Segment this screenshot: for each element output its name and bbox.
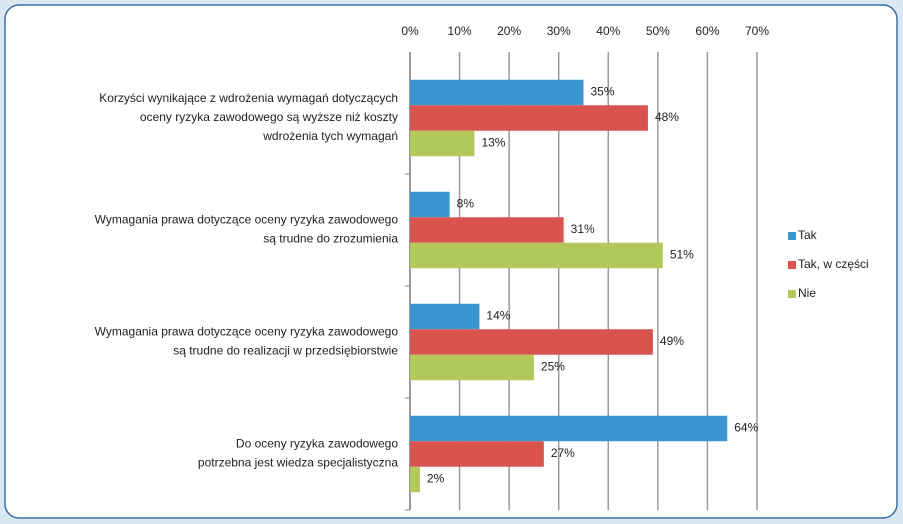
- category-label: Wymagania prawa dotyczące oceny ryzyka z…: [95, 213, 399, 227]
- category-label: są trudne do zrozumienia: [263, 232, 398, 246]
- value-label: 27%: [551, 446, 575, 460]
- x-tick-label: 0%: [401, 24, 419, 38]
- x-tick-label: 40%: [596, 24, 620, 38]
- bar: [410, 217, 564, 243]
- value-label: 2%: [427, 472, 445, 486]
- bar: [410, 105, 648, 131]
- x-tick-label: 70%: [745, 24, 769, 38]
- value-label: 25%: [541, 360, 565, 374]
- value-label: 35%: [591, 85, 615, 99]
- category-label: potrzebna jest wiedza specjalistyczna: [198, 456, 398, 470]
- value-label: 13%: [481, 136, 505, 150]
- bar: [410, 415, 728, 442]
- value-label: 31%: [571, 222, 595, 236]
- bar: [410, 130, 475, 157]
- x-tick-label: 50%: [646, 24, 670, 38]
- value-label: 64%: [734, 421, 758, 435]
- value-label: 14%: [486, 309, 510, 323]
- legend-label: Nie: [798, 286, 816, 300]
- x-tick-label: 30%: [547, 24, 571, 38]
- bar: [410, 242, 663, 269]
- bar: [410, 191, 450, 218]
- value-label: 49%: [660, 334, 684, 348]
- legend-swatch: [788, 290, 796, 298]
- value-label: 48%: [655, 110, 679, 124]
- bar: [410, 79, 584, 106]
- bar: [410, 303, 480, 330]
- bar: [410, 466, 420, 493]
- legend-label: Tak: [798, 228, 818, 242]
- category-label: oceny ryzyka zawodowego są wyższe niż ko…: [140, 110, 398, 124]
- category-label: Do oceny ryzyka zawodowego: [236, 437, 398, 451]
- category-label: Korzyści wynikające z wdrożenia wymagań …: [99, 91, 398, 105]
- x-tick-label: 10%: [448, 24, 472, 38]
- value-label: 51%: [670, 248, 694, 262]
- value-label: 8%: [457, 197, 475, 211]
- category-label: Wymagania prawa dotyczące oceny ryzyka z…: [95, 325, 399, 339]
- bar: [410, 354, 534, 381]
- bar: [410, 441, 544, 467]
- x-tick-label: 60%: [695, 24, 719, 38]
- legend-label: Tak, w części: [798, 257, 869, 271]
- legend-swatch: [788, 261, 796, 269]
- bar: [410, 329, 653, 355]
- category-label: wdrożenia tych wymagań: [262, 129, 398, 143]
- category-label: są trudne do realizacji w przedsiębiorst…: [173, 344, 398, 358]
- legend-swatch: [788, 232, 796, 240]
- x-tick-label: 20%: [497, 24, 521, 38]
